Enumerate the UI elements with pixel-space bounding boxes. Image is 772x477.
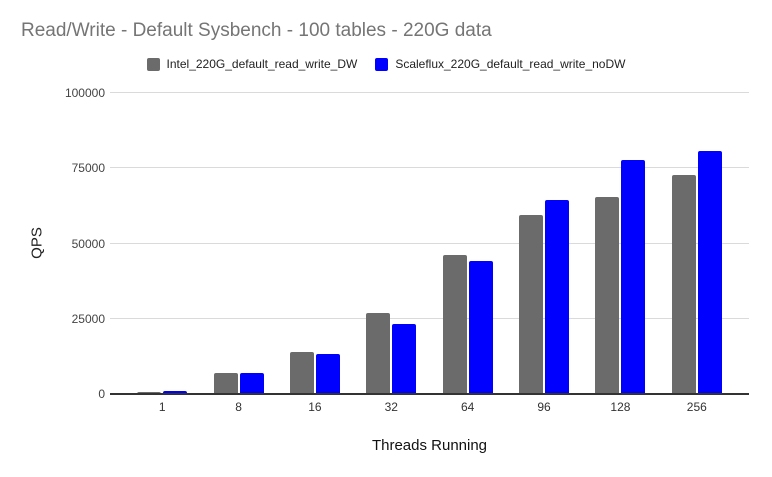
y-tick-label: 100000: [64, 86, 105, 100]
y-tick-label: 75000: [71, 161, 105, 176]
bar-scaleflux-32: [392, 323, 417, 394]
x-axis-title: Threads Running: [371, 437, 488, 454]
x-tick-label: 16: [308, 400, 322, 414]
bar-group-128: [582, 93, 658, 394]
bar-intel-32: [366, 313, 391, 394]
legend-series-name: Intel_220G_default_read_write_DW: [166, 57, 358, 71]
bar-intel-1: [137, 391, 162, 394]
gridline: [110, 167, 749, 169]
bar-intel-64: [442, 254, 467, 394]
bars: [124, 93, 735, 394]
gridline: [110, 242, 749, 244]
legend-swatch-icon: [375, 57, 389, 71]
bar-intel-96: [519, 214, 544, 394]
y-tick-label: 0: [98, 387, 105, 401]
bar-scaleflux-1: [163, 391, 188, 394]
legend-item-intel: Intel_220G_default_read_write_DW: [146, 57, 358, 71]
plot-area: [110, 92, 749, 395]
x-tick-label: 8: [235, 400, 242, 414]
bar-group-64: [430, 93, 506, 394]
x-tick-label: 128: [610, 400, 631, 414]
legend: Intel_220G_default_read_write_DW Scaleflu…: [0, 56, 772, 72]
bar-scaleflux-64: [468, 261, 493, 394]
y-tick-label: 25000: [71, 311, 105, 326]
gridline: [110, 92, 749, 93]
bar-intel-256: [671, 174, 696, 394]
x-tick-label: 256: [686, 400, 707, 414]
legend-item-scaleflux: Scaleflux_220G_default_read_write_noDW: [375, 57, 625, 71]
x-tick-label: 1: [158, 400, 166, 414]
gridline: [110, 317, 749, 319]
bar-group-1: [124, 93, 200, 394]
bar-scaleflux-96: [545, 200, 570, 394]
bar-group-96: [506, 93, 582, 394]
y-axis-labels: 0 25000 50000 75000 100000: [0, 86, 105, 401]
bar-intel-8: [213, 373, 238, 394]
legend-series-name: Scaleflux_220G_default_read_write_noDW: [395, 57, 626, 71]
bar-intel-16: [289, 351, 314, 394]
x-tick-label: 64: [461, 400, 475, 414]
bar-scaleflux-8: [239, 373, 264, 394]
chart-title: Read/Write - Default Sysbench - 100 tabl…: [21, 20, 492, 41]
bar-group-8: [200, 93, 276, 394]
bar-scaleflux-128: [621, 159, 646, 394]
legend-swatch-icon: [146, 57, 160, 71]
x-tick-label: 96: [537, 400, 551, 414]
bar-group-32: [353, 93, 429, 394]
bar-group-256: [659, 93, 735, 394]
x-axis-line: [110, 393, 749, 395]
y-tick-label: 50000: [71, 236, 105, 251]
x-axis-labels: 1 8 16 32 64 96 128 256: [124, 400, 735, 414]
bar-scaleflux-16: [315, 353, 340, 394]
bar-scaleflux-256: [697, 151, 722, 394]
bar-intel-128: [595, 197, 620, 394]
bar-group-16: [277, 93, 353, 394]
x-tick-label: 32: [384, 400, 398, 414]
